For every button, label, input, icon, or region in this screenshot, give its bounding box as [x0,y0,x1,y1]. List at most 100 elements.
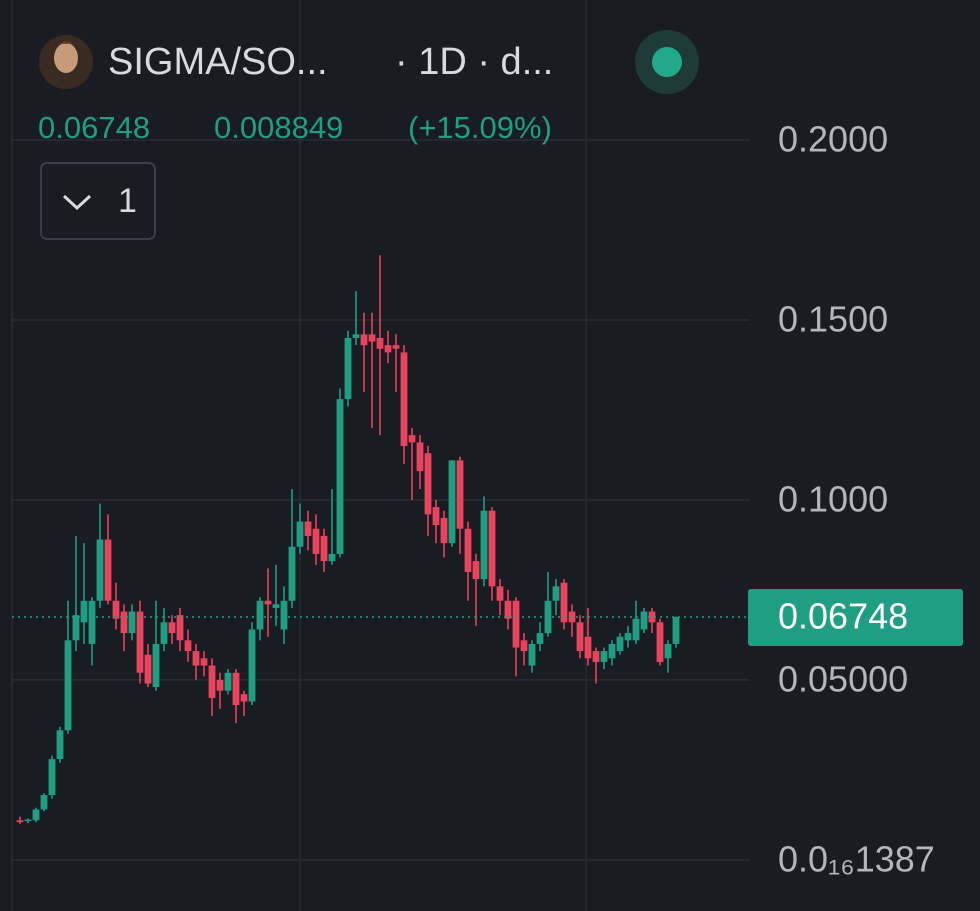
candle-body [232,672,240,706]
indicator-toggle[interactable]: 1 [40,162,156,240]
candle-body [184,640,192,652]
candle-body [464,528,472,572]
chevron [62,194,92,211]
last-price-label: 0.06748 [778,596,908,637]
candle-body [200,658,208,666]
candle-body [656,622,664,662]
candle-body [408,435,416,443]
candle-body [144,654,152,684]
candle-body [112,600,120,619]
candle-body [160,622,168,644]
candle-body [384,345,392,353]
candle-body [152,643,160,688]
last-price: 0.06748 [38,110,150,145]
candle-body [448,460,456,544]
candle-body [648,611,656,623]
candle-body [664,643,672,659]
y-tick-label: 0.2000 [778,119,888,160]
candle-body [640,611,648,630]
grid [11,0,750,911]
candle-body [192,651,200,666]
indicator-button[interactable] [40,162,156,240]
candle-body [128,611,136,634]
candle-body [336,399,344,554]
candle-body [472,561,480,580]
candle-body [432,507,440,526]
candle-body [376,337,384,349]
candle-body [480,510,488,580]
candle-body [40,795,48,810]
candle-body [512,600,520,648]
candle-body [504,600,512,619]
candle-body [672,617,680,644]
candle-body [592,651,600,662]
candle-body [56,730,64,760]
candle-body [136,611,144,673]
candle-body [272,604,280,608]
candle-body [280,600,288,630]
change: 0.008849 [214,110,343,145]
y-axis: 0.2000 0.1500 0.1000 0.05000 0.0₁₆1387 0.0674… [748,119,963,879]
y-tick-label: 0.1500 [778,298,888,339]
candle-body [104,539,112,601]
candle-body [176,615,184,641]
candle-body [400,352,408,446]
candle-body [560,582,568,623]
candle-body [264,600,272,605]
candle-body [584,636,592,659]
candle-body [168,622,176,634]
candle-body [32,809,40,821]
candle-body [216,679,224,691]
candle-body [344,337,352,400]
candle-body [392,345,400,349]
candle-body [80,600,88,623]
candle-body [528,643,536,666]
candle-body [368,334,376,342]
candle-body [24,819,32,822]
candle-body [632,618,640,641]
candle-body [96,539,104,601]
candle-body [424,453,432,515]
candle-body [64,640,72,731]
candle-body [520,640,528,652]
symbol-avatar [39,35,93,89]
candle-body [496,586,504,601]
candle-body [608,643,616,659]
candle-body [208,665,216,698]
candle-body [552,586,560,601]
candle-body [624,633,632,641]
status-dot [652,47,682,77]
candle-body [616,636,624,652]
y-tick-label: 0.1000 [778,478,888,519]
candle-body [72,615,80,641]
candle-body [296,521,304,547]
candle-body [288,546,296,601]
candle-body [488,510,496,587]
candle-body [416,442,424,472]
candle-body [120,611,128,634]
candle-body [360,334,368,346]
last-price-box [748,589,963,647]
candle-body [256,600,264,630]
y-tick-label: 0.05000 [778,658,908,699]
change-percent: (+15.09%) [408,110,552,145]
indicator-count: 1 [118,182,137,220]
interval: · 1D · d... [395,41,553,83]
candle-body [600,651,608,662]
candle-body [352,334,360,338]
pair-name: SIGMA/SO... [108,41,328,83]
candle-body [16,820,24,823]
candle-body [440,517,448,544]
candle-body [248,629,256,702]
candle-body [88,600,96,644]
candle-body [224,672,232,691]
candle-body [312,528,320,554]
candle-body [240,694,248,702]
candle-body [328,553,336,562]
candle-body [320,535,328,562]
y-tick-label: 0.0₁₆1387 [778,838,935,879]
plot [12,255,750,824]
candle-body [304,521,312,536]
